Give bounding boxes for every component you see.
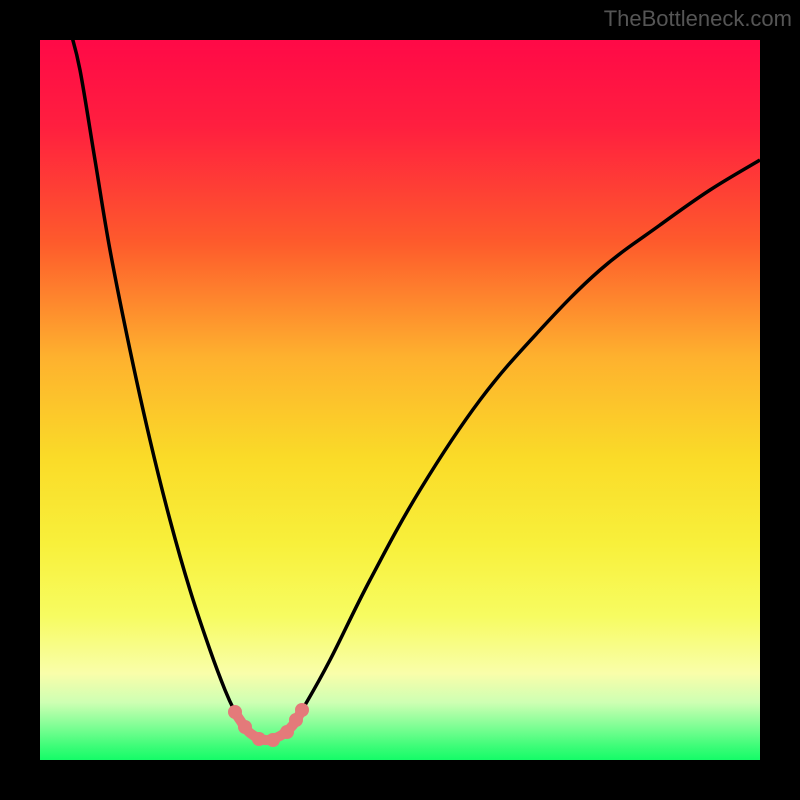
- curve-right: [295, 160, 760, 720]
- watermark-text: TheBottleneck.com: [604, 6, 792, 32]
- curves-layer: [40, 40, 760, 760]
- curve-left: [70, 40, 240, 720]
- trough-dots: [228, 703, 309, 747]
- plot-area: [40, 40, 760, 760]
